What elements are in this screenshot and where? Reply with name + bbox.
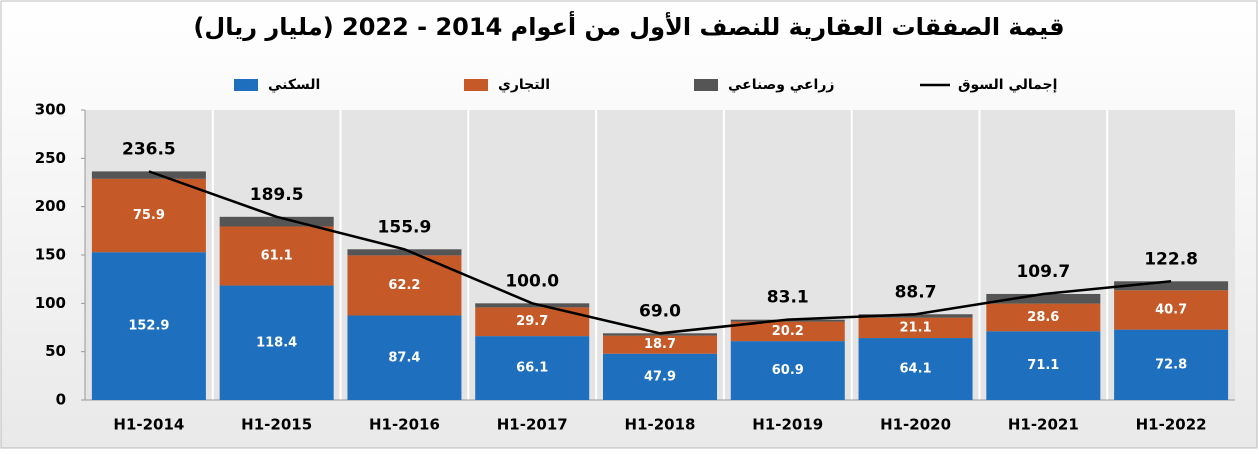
total-label: 88.7	[895, 282, 937, 302]
x-tick-label: H1-2018	[625, 416, 696, 434]
value-label: 72.8	[1155, 357, 1187, 372]
value-label: 64.1	[900, 362, 932, 377]
value-label: 18.7	[644, 337, 676, 352]
bar-segment	[91, 178, 206, 253]
bar-segment	[1114, 281, 1229, 291]
y-tick-label: 300	[35, 101, 66, 119]
bar-segment	[219, 226, 334, 286]
bar-segment	[858, 338, 973, 400]
total-label: 122.8	[1144, 249, 1198, 269]
bar-segment	[603, 335, 717, 354]
y-tick-label: 250	[35, 149, 66, 167]
value-label: 60.9	[772, 363, 804, 378]
value-label: 28.6	[1027, 310, 1059, 325]
total-label: 155.9	[378, 217, 432, 237]
bar-segment	[91, 171, 206, 179]
bar-segment	[986, 303, 1101, 332]
value-label: 20.2	[772, 324, 804, 339]
legend: السكني التجاري زراعي وصناعي إجمالي السوق	[234, 77, 1057, 94]
legend-label: إجمالي السوق	[958, 77, 1057, 93]
total-label: 69.0	[639, 301, 681, 321]
bar-segment	[91, 252, 206, 400]
bar-segment	[347, 315, 462, 400]
value-label: 87.4	[388, 350, 420, 365]
x-tick-label: H1-2016	[369, 416, 440, 434]
value-label: 61.1	[261, 249, 293, 264]
y-tick-label: 150	[35, 246, 66, 264]
bar-segment	[730, 321, 845, 342]
bar-segment	[475, 303, 590, 308]
bar-segment	[986, 293, 1101, 304]
value-label: 66.1	[516, 361, 548, 376]
total-label: 109.7	[1016, 262, 1070, 282]
value-label: 62.2	[388, 278, 420, 293]
legend-swatch	[464, 79, 488, 91]
value-label: 152.9	[128, 319, 169, 334]
bar-segment	[603, 353, 717, 400]
legend-swatch	[694, 79, 718, 91]
value-label: 29.7	[516, 314, 548, 329]
bar-segment	[347, 249, 462, 256]
x-tick-label: H1-2020	[880, 416, 951, 434]
bar-segment	[1114, 329, 1229, 400]
bar-segment	[986, 331, 1101, 400]
y-tick-label: 200	[35, 197, 66, 215]
value-label: 118.4	[256, 335, 297, 350]
x-tick-label: H1-2017	[497, 416, 568, 434]
bar-segment	[730, 341, 845, 400]
x-tick-label: H1-2019	[752, 416, 823, 434]
x-tick-label: H1-2014	[113, 416, 184, 434]
bar-segment	[1114, 290, 1229, 330]
x-tick-label: H1-2022	[1136, 416, 1207, 434]
legend-label: التجاري	[498, 77, 550, 94]
value-label: 40.7	[1155, 302, 1187, 317]
legend-label: السكني	[268, 77, 320, 93]
bar-segment	[219, 285, 334, 400]
total-label: 189.5	[250, 185, 304, 205]
chart-title: قيمة الصفقات العقارية للنصف الأول من أعو…	[193, 11, 1064, 41]
bar-segment	[858, 314, 973, 318]
value-label: 71.1	[1027, 358, 1059, 373]
total-label: 236.5	[122, 139, 176, 159]
bar-segment	[475, 336, 590, 400]
y-tick-label: 50	[45, 342, 66, 360]
legend-label: زراعي وصناعي	[728, 77, 834, 93]
total-label: 100.0	[505, 271, 559, 291]
x-tick-label: H1-2015	[241, 416, 312, 434]
legend-swatch	[234, 79, 258, 91]
y-tick-label: 100	[35, 294, 66, 312]
y-tick-label: 0	[56, 391, 66, 409]
total-line	[148, 170, 1172, 335]
value-label: 47.9	[644, 369, 676, 384]
bar-segment	[858, 317, 973, 339]
value-label: 75.9	[133, 208, 165, 223]
total-label: 83.1	[767, 288, 809, 308]
bar-segment	[219, 216, 334, 227]
x-tick-label: H1-2021	[1008, 416, 1079, 434]
value-label: 21.1	[900, 320, 932, 335]
